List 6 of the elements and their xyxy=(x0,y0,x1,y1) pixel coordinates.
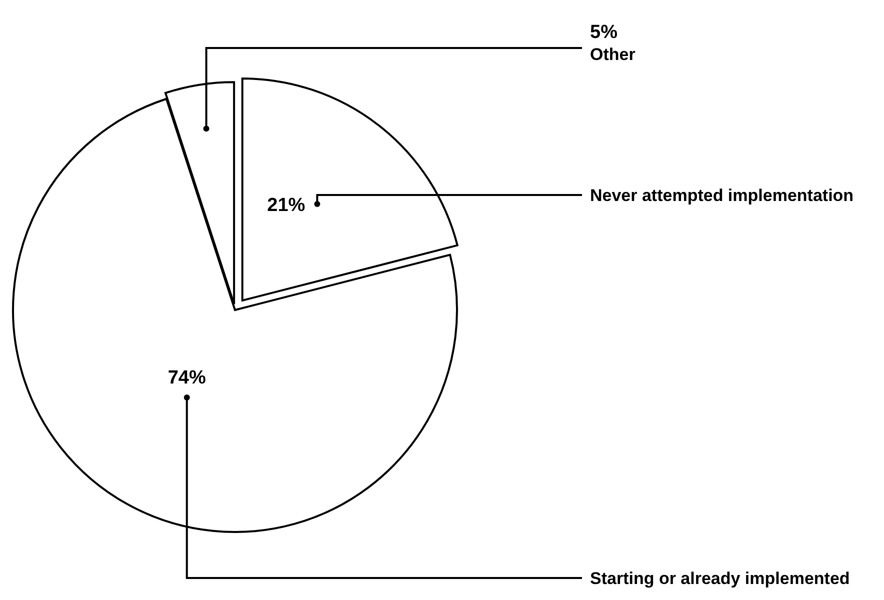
data-label: 5% xyxy=(590,22,618,43)
data-label: 21% xyxy=(267,195,306,216)
data-label: 74% xyxy=(168,368,206,389)
slice-label: Never attempted implementation xyxy=(590,186,854,205)
slice-label: Starting or already implemented xyxy=(590,569,850,588)
slice-label: Other xyxy=(590,45,636,64)
